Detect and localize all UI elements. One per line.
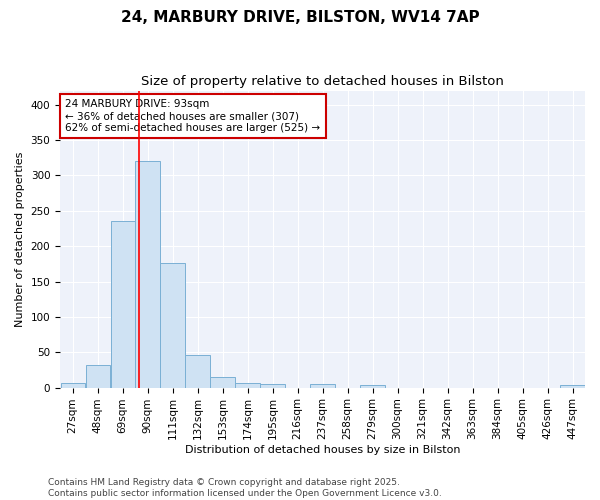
Text: 24, MARBURY DRIVE, BILSTON, WV14 7AP: 24, MARBURY DRIVE, BILSTON, WV14 7AP bbox=[121, 10, 479, 25]
Bar bbox=[211, 377, 235, 388]
Bar bbox=[160, 263, 185, 388]
Bar bbox=[361, 386, 385, 388]
Bar bbox=[310, 384, 335, 388]
Bar bbox=[136, 162, 160, 388]
Text: Contains HM Land Registry data © Crown copyright and database right 2025.
Contai: Contains HM Land Registry data © Crown c… bbox=[48, 478, 442, 498]
Bar bbox=[86, 365, 110, 388]
Bar bbox=[110, 220, 134, 388]
Bar bbox=[185, 355, 209, 388]
Title: Size of property relative to detached houses in Bilston: Size of property relative to detached ho… bbox=[141, 75, 504, 88]
X-axis label: Distribution of detached houses by size in Bilston: Distribution of detached houses by size … bbox=[185, 445, 460, 455]
Bar bbox=[560, 386, 584, 388]
Bar bbox=[61, 382, 85, 388]
Y-axis label: Number of detached properties: Number of detached properties bbox=[15, 152, 25, 327]
Bar bbox=[260, 384, 284, 388]
Bar bbox=[235, 382, 260, 388]
Text: 24 MARBURY DRIVE: 93sqm
← 36% of detached houses are smaller (307)
62% of semi-d: 24 MARBURY DRIVE: 93sqm ← 36% of detache… bbox=[65, 100, 320, 132]
